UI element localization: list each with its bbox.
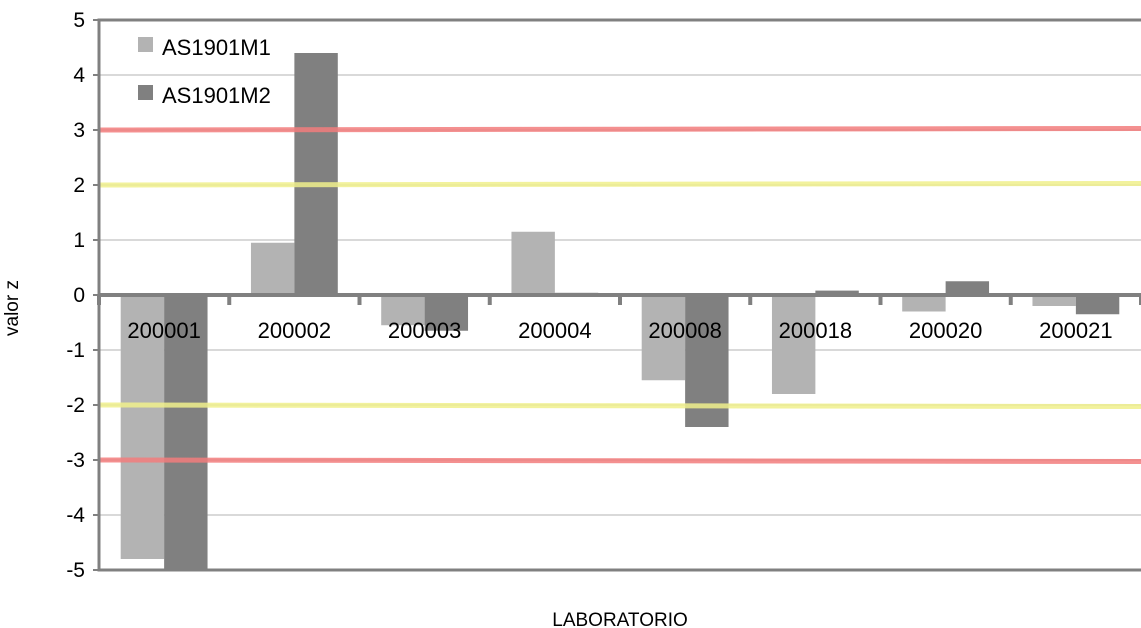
bar-as1901m1-200002 bbox=[250, 242, 295, 295]
x-tick-label: 200020 bbox=[909, 318, 982, 343]
y-tick-label: -2 bbox=[66, 394, 85, 417]
legend-swatch bbox=[138, 37, 153, 52]
axes bbox=[93, 18, 1141, 572]
x-tick-label: 200003 bbox=[388, 318, 461, 343]
reference-line bbox=[98, 457, 1141, 464]
tick-labels: 5 4 3 2 1 0 -1 -2 -3 -4 -5 200001 200002 200003 200004… bbox=[66, 9, 1112, 582]
x-tick-label: 200002 bbox=[258, 318, 331, 343]
y-tick-label: -5 bbox=[66, 559, 85, 582]
x-tick-label: 200008 bbox=[648, 318, 721, 343]
bar-as1901m2-200020 bbox=[945, 281, 990, 295]
bar-as1901m1-200003 bbox=[381, 295, 425, 326]
bar-as1901m2-200002 bbox=[294, 53, 338, 295]
x-tick-label: 200004 bbox=[518, 318, 591, 343]
x-axis-title: LABORATORIO bbox=[552, 610, 688, 628]
x-tick-label: 200001 bbox=[127, 318, 200, 343]
bar-as1901m2-200018 bbox=[815, 290, 859, 295]
bar-as1901m1-200021 bbox=[1032, 295, 1076, 306]
legend: AS1901M1 AS1901M2 bbox=[138, 35, 271, 108]
legend-label: AS1901M2 bbox=[162, 83, 271, 108]
y-tick-label: 2 bbox=[73, 174, 85, 197]
bar-as1901m2-200003 bbox=[424, 295, 469, 331]
bar-as1901m1-200004 bbox=[511, 231, 555, 295]
y-tick-label: -3 bbox=[66, 449, 85, 472]
y-axis-title: valor z bbox=[2, 280, 23, 336]
x-tick-label: 200021 bbox=[1039, 318, 1112, 343]
legend-label: AS1901M1 bbox=[162, 35, 271, 60]
legend-swatch bbox=[138, 85, 153, 100]
bar-as1901m1-200020 bbox=[902, 295, 946, 312]
y-tick-label: 5 bbox=[73, 9, 85, 32]
bar-as1901m1-200008 bbox=[641, 295, 686, 381]
y-tick-label: 1 bbox=[73, 229, 85, 252]
reference-line bbox=[98, 402, 1141, 409]
bar-as1901m1-200001 bbox=[120, 295, 165, 559]
x-tick-label: 200018 bbox=[779, 318, 852, 343]
bars bbox=[120, 53, 1120, 570]
reference-line bbox=[98, 181, 1141, 188]
y-tick-label: 3 bbox=[73, 119, 85, 142]
y-tick-label: 0 bbox=[73, 284, 85, 307]
y-tick-label: -1 bbox=[66, 339, 85, 362]
y-tick-label: 4 bbox=[73, 64, 85, 87]
bar-as1901m2-200021 bbox=[1075, 295, 1120, 315]
bar-as1901m1-200018 bbox=[771, 295, 816, 394]
reference-lines bbox=[98, 126, 1141, 464]
y-tick-label: -4 bbox=[66, 504, 85, 527]
reference-line bbox=[98, 126, 1141, 133]
bar-as1901m2-200001 bbox=[164, 295, 208, 570]
